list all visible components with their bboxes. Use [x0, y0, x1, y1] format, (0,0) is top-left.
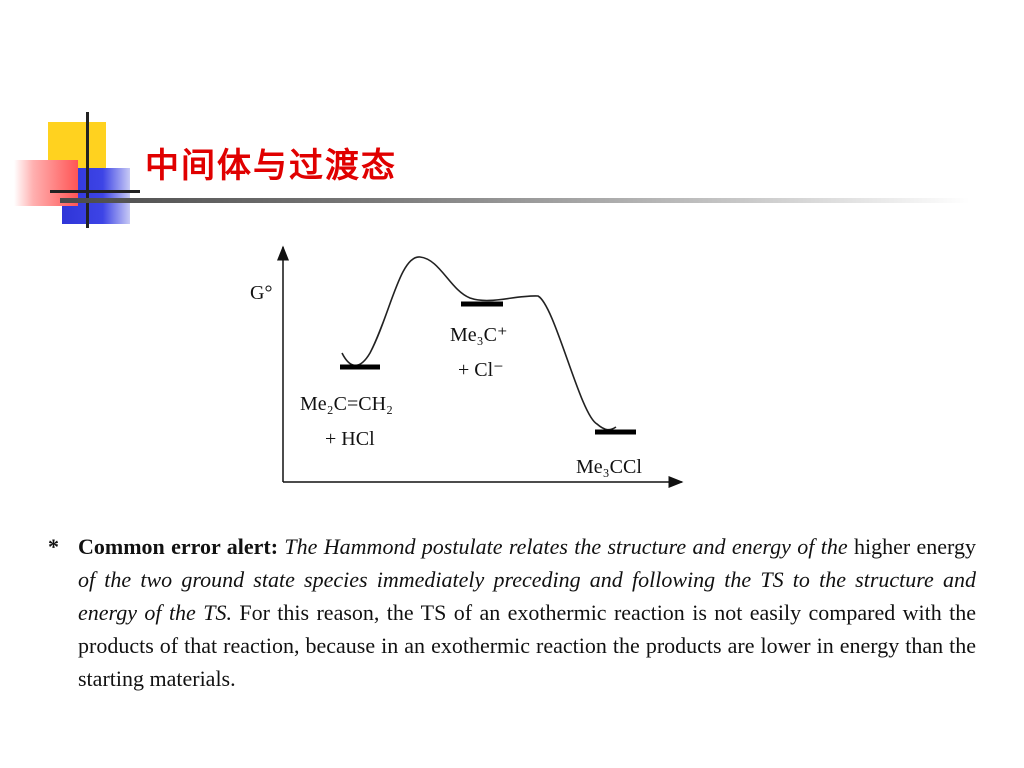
reactants-label-2: + HCl: [325, 428, 375, 450]
y-axis-label: G°: [250, 282, 272, 304]
energy-curve: [341, 256, 617, 431]
decor-horizontal-line: [50, 190, 140, 193]
intermediate-label: Me₃C⁺: [450, 324, 508, 346]
slide-title: 中间体与过渡态: [145, 146, 397, 186]
note-text-normal-2: For this reason, the TS of an exothermic…: [78, 600, 976, 691]
intermediate-label-2: + Cl⁻: [458, 359, 504, 381]
note-body: Common error alert: The Hammond postulat…: [78, 530, 976, 695]
note-text-italic-2: of the two ground state species immediat…: [78, 567, 976, 625]
note-text-italic-1: The Hammond postulate relates the struct…: [284, 534, 854, 559]
note-heading: Common error alert:: [78, 534, 285, 559]
title-underline: [60, 198, 970, 203]
bullet-asterisk: *: [48, 534, 59, 559]
note-paragraph: * Common error alert: The Hammond postul…: [48, 530, 976, 695]
decor-vertical-line: [86, 112, 89, 228]
note-text-normal-1: higher energy: [853, 534, 976, 559]
reactants-label: Me₂C=CH₂: [300, 393, 393, 415]
product-label: Me₃CCl: [576, 456, 642, 478]
energy-diagram: G° Me₂C=CH₂ + HCl Me₃C⁺ + Cl⁻ Me₃CCl: [250, 245, 684, 488]
